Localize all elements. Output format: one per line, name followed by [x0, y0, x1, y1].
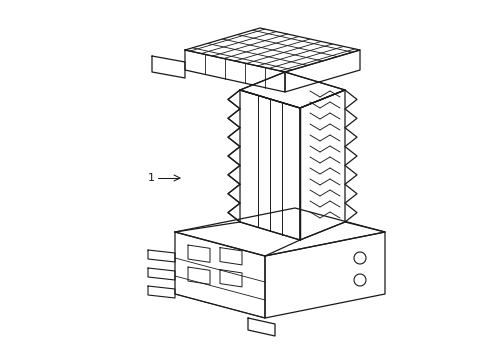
Polygon shape [240, 72, 345, 108]
Polygon shape [148, 286, 175, 298]
Polygon shape [299, 90, 356, 240]
Polygon shape [187, 245, 209, 262]
Polygon shape [175, 208, 384, 256]
Polygon shape [264, 232, 384, 318]
Polygon shape [227, 90, 299, 240]
Polygon shape [220, 270, 242, 287]
Polygon shape [148, 250, 175, 262]
Polygon shape [148, 268, 175, 280]
Polygon shape [240, 72, 345, 108]
Polygon shape [299, 90, 345, 240]
Polygon shape [247, 318, 274, 336]
Polygon shape [285, 50, 359, 92]
Polygon shape [175, 232, 264, 318]
Polygon shape [220, 248, 242, 265]
Text: 1: 1 [148, 173, 155, 183]
Polygon shape [152, 56, 184, 78]
Polygon shape [184, 50, 285, 92]
Polygon shape [240, 90, 299, 240]
Polygon shape [184, 28, 359, 72]
Polygon shape [187, 267, 209, 284]
